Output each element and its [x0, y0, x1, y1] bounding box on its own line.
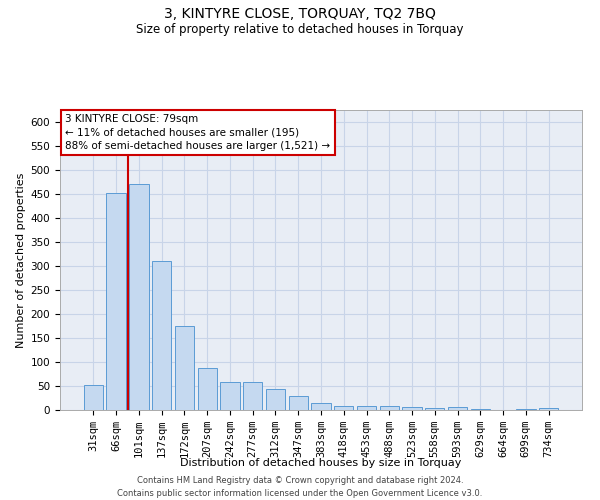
- Bar: [448, 406, 467, 410]
- Bar: [266, 390, 285, 410]
- Bar: [243, 382, 262, 410]
- Text: Contains HM Land Registry data © Crown copyright and database right 2024.
Contai: Contains HM Land Registry data © Crown c…: [118, 476, 482, 498]
- Bar: [311, 403, 331, 410]
- Bar: [175, 326, 194, 410]
- Bar: [425, 408, 445, 410]
- Bar: [197, 368, 217, 410]
- Bar: [220, 382, 239, 410]
- Text: 3 KINTYRE CLOSE: 79sqm
← 11% of detached houses are smaller (195)
88% of semi-de: 3 KINTYRE CLOSE: 79sqm ← 11% of detached…: [65, 114, 331, 151]
- Bar: [106, 193, 126, 410]
- Bar: [539, 408, 558, 410]
- Bar: [289, 396, 308, 410]
- Bar: [470, 409, 490, 410]
- Bar: [403, 406, 422, 410]
- Bar: [152, 261, 172, 410]
- Bar: [357, 406, 376, 410]
- Y-axis label: Number of detached properties: Number of detached properties: [16, 172, 26, 348]
- Bar: [380, 406, 399, 410]
- Bar: [516, 409, 536, 410]
- Bar: [129, 184, 149, 410]
- Bar: [334, 406, 353, 410]
- Text: 3, KINTYRE CLOSE, TORQUAY, TQ2 7BQ: 3, KINTYRE CLOSE, TORQUAY, TQ2 7BQ: [164, 8, 436, 22]
- Bar: [84, 385, 103, 410]
- Text: Size of property relative to detached houses in Torquay: Size of property relative to detached ho…: [136, 22, 464, 36]
- Text: Distribution of detached houses by size in Torquay: Distribution of detached houses by size …: [181, 458, 461, 468]
